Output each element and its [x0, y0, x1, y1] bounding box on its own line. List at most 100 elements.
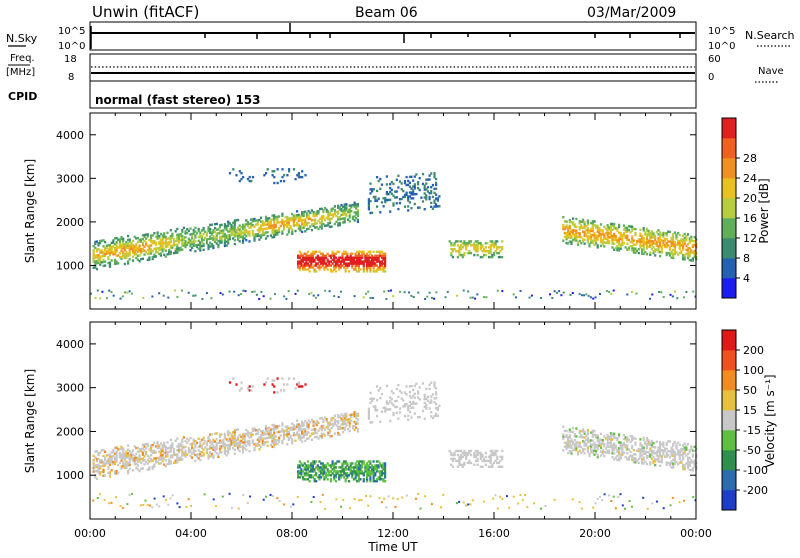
data-cell — [565, 241, 568, 245]
data-cell — [356, 260, 359, 263]
data-cell — [494, 240, 497, 243]
data-cell — [397, 174, 400, 177]
data-cell — [682, 254, 685, 257]
data-cell — [298, 250, 301, 253]
data-cell — [246, 230, 249, 234]
data-cell — [305, 223, 309, 227]
data-cell — [296, 495, 299, 498]
data-cell — [327, 433, 330, 436]
data-cell — [191, 452, 194, 455]
data-cell — [297, 427, 300, 430]
data-cell — [642, 446, 645, 449]
data-cell — [271, 445, 274, 449]
data-cell — [413, 183, 416, 186]
colorbar-swatch — [722, 138, 736, 159]
data-cell — [108, 502, 111, 505]
data-cell — [652, 449, 655, 453]
data-cell — [218, 435, 222, 438]
data-cell — [641, 458, 644, 461]
data-cell — [619, 445, 622, 448]
data-cell — [240, 293, 242, 296]
data-cell — [652, 246, 655, 249]
data-cell — [189, 243, 192, 246]
data-cell — [642, 462, 645, 465]
data-cell — [287, 221, 290, 224]
data-cell — [326, 468, 329, 471]
data-cell — [626, 238, 629, 241]
data-cell — [591, 241, 594, 244]
data-cell — [346, 464, 349, 467]
data-cell — [580, 226, 583, 229]
data-cell — [647, 239, 650, 242]
data-cell — [158, 237, 161, 240]
power-colorbar-label: Power [dB] — [757, 178, 771, 243]
data-cell — [491, 242, 494, 245]
data-cell — [351, 262, 354, 265]
data-cell — [278, 500, 281, 502]
data-cell — [690, 461, 693, 464]
data-cell — [353, 295, 356, 298]
data-cell — [95, 477, 98, 481]
data-cell — [428, 197, 431, 201]
data-cell — [128, 461, 131, 465]
data-cell — [645, 245, 649, 248]
data-cell — [671, 496, 674, 499]
data-cell — [580, 220, 583, 223]
data-cell — [680, 244, 683, 247]
data-cell — [146, 248, 149, 252]
data-cell — [261, 433, 264, 437]
data-cell — [225, 236, 228, 239]
data-cell — [430, 395, 433, 398]
data-cell — [263, 231, 266, 235]
data-cell — [128, 450, 131, 453]
data-cell — [243, 439, 246, 442]
data-cell — [176, 457, 179, 460]
data-cell — [588, 452, 591, 456]
data-cell — [590, 233, 593, 236]
data-cell — [140, 248, 143, 251]
data-cell — [344, 462, 347, 465]
data-cell — [379, 262, 382, 265]
data-cell — [199, 231, 202, 234]
data-cell — [644, 243, 647, 246]
data-cell — [417, 291, 420, 294]
data-cell — [591, 433, 594, 436]
data-cell — [586, 440, 589, 444]
data-cell — [370, 260, 374, 263]
data-cell — [668, 252, 672, 255]
data-cell — [205, 238, 208, 241]
data-cell — [113, 243, 117, 246]
data-cell — [586, 448, 589, 451]
data-cell — [99, 473, 102, 476]
data-cell — [212, 448, 215, 451]
data-cell — [128, 240, 131, 243]
data-cell — [580, 236, 583, 239]
data-cell — [235, 428, 238, 431]
data-cell — [567, 443, 570, 447]
data-cell — [261, 230, 264, 233]
data-cell — [163, 445, 166, 449]
data-cell — [217, 441, 220, 445]
data-cell — [288, 168, 291, 171]
data-cell — [645, 227, 649, 230]
data-cell — [153, 449, 156, 452]
data-cell — [489, 457, 492, 461]
colorbar-swatch — [722, 278, 736, 299]
data-cell — [374, 409, 377, 412]
data-cell — [660, 458, 663, 462]
data-cell — [599, 244, 603, 248]
data-cell — [181, 452, 184, 455]
data-cell — [102, 251, 105, 254]
data-cell — [665, 453, 668, 457]
data-cell — [255, 223, 258, 226]
data-cell — [128, 455, 131, 459]
data-cell — [321, 474, 324, 477]
data-cell — [670, 236, 673, 240]
data-cell — [154, 235, 158, 238]
data-cell — [595, 236, 598, 239]
data-cell — [601, 241, 604, 244]
data-cell — [424, 495, 427, 498]
data-cell — [305, 216, 309, 219]
data-cell — [255, 293, 258, 296]
data-cell — [426, 395, 429, 398]
